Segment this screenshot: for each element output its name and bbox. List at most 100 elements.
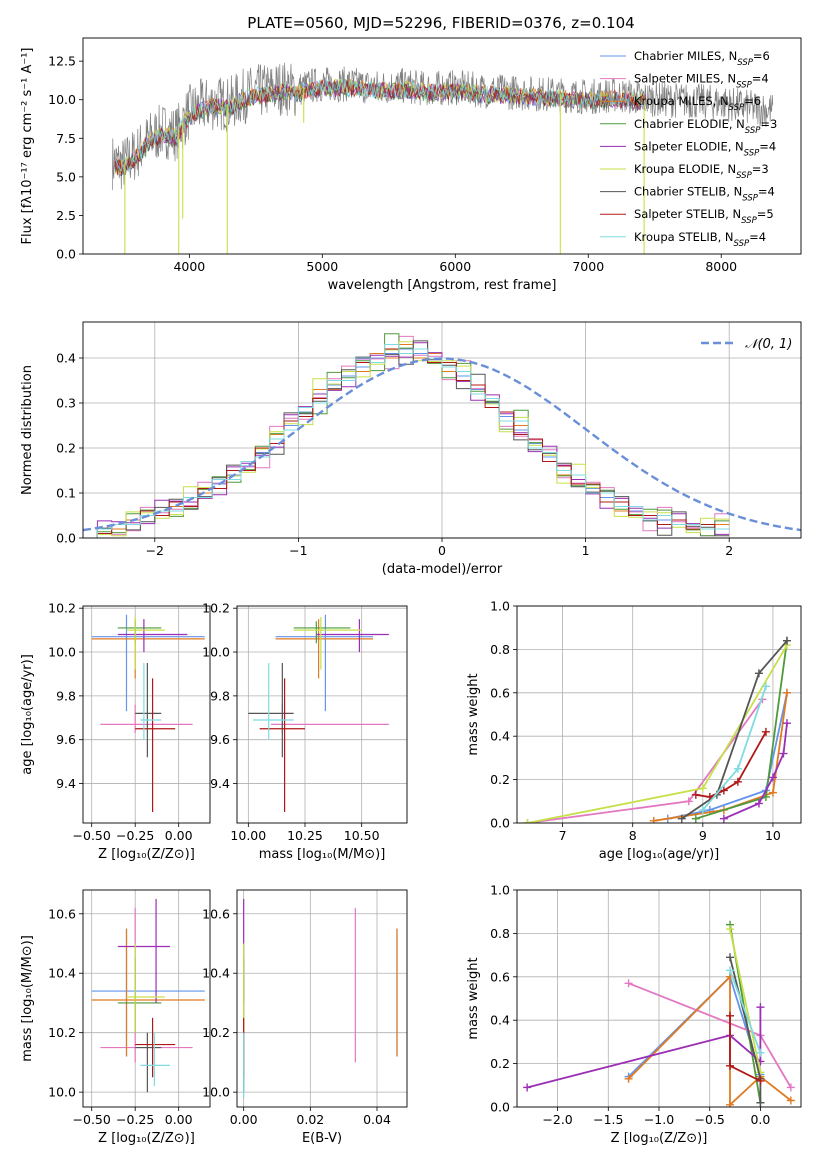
- mass-weight-vs-age-panel: 7 8 9 10 0.0 0.2 0.4 0.6 0.8 1.0 age [log₁₀(age/yr…: [466, 599, 802, 862]
- data-point-marker: [782, 688, 791, 697]
- y-tick-label: 10.0: [48, 645, 76, 660]
- plot-area: [523, 636, 791, 823]
- legend-entry: Salpeter ELODIE, NSSP=4: [634, 139, 776, 158]
- y-tick-label: 0.2: [56, 441, 76, 456]
- legend-subscript: SSP: [737, 58, 753, 68]
- data-point-marker: [726, 953, 734, 962]
- x-axis-label: age [log₁₀(age/yr)]: [599, 847, 720, 862]
- data-point-marker: [756, 1003, 765, 1012]
- axes-frame: [82, 605, 211, 824]
- x-tick-label: 5000: [306, 259, 338, 274]
- y-tick-label: 10.4: [202, 966, 230, 981]
- legend-entry: Salpeter STELIB, NSSP=5: [634, 207, 774, 226]
- mass-weight-line: [653, 692, 788, 822]
- data-point-marker: [677, 814, 686, 823]
- x-axis-label: Z [log₁₀(Z/Z⊙)]: [98, 847, 195, 862]
- y-tick-label: 10.4: [48, 966, 76, 981]
- y-tick-label: 10.2: [48, 1025, 76, 1040]
- age-vs-mass-panel: 10.00 10.25 10.50 9.4 9.6 9.8 10.0 10.2 mass [lo…: [202, 601, 408, 862]
- data-point-marker: [649, 816, 658, 823]
- figure-title: PLATE=0560, MJD=52296, FIBERID=0376, z=0…: [247, 14, 634, 32]
- y-tick-label: 2.5: [56, 208, 76, 223]
- y-tick-label: 9.4: [56, 776, 76, 791]
- data-point-marker: [756, 1098, 765, 1107]
- mass-weight-line: [667, 692, 788, 820]
- y-tick-label: 9.6: [56, 732, 76, 747]
- y-tick-label: 1.0: [490, 599, 510, 614]
- y-axis-label: mass weight: [466, 673, 481, 755]
- y-tick-label: 0.8: [490, 642, 510, 657]
- legend-subscript: SSP: [744, 148, 760, 158]
- axes-frame: [516, 605, 802, 824]
- x-axis-label: mass [log₁₀(M/M⊙)]: [259, 847, 386, 862]
- axes-frame: [82, 321, 802, 539]
- y-tick-label: 9.4: [210, 776, 230, 791]
- data-point-marker: [523, 1083, 532, 1092]
- y-tick-label: 0.6: [490, 685, 510, 700]
- x-tick-label: 2: [725, 543, 733, 558]
- data-point-marker: [726, 1011, 734, 1020]
- x-tick-label: −0.25: [116, 1112, 154, 1127]
- model-fit-line: [114, 79, 646, 176]
- legend-count: =4: [759, 139, 776, 153]
- mass-weight-vs-metallicity-panel: −2.0 −1.5 −1.0 −0.5 0.0 0.0 0.2 0.4 0.6 0.8 1.0 Z […: [466, 883, 802, 1146]
- x-tick-label: 8: [629, 828, 637, 843]
- legend-entry: Kroupa STELIB, NSSP=4: [634, 230, 766, 249]
- x-tick-label: 10.50: [344, 828, 380, 843]
- x-tick-label: −0.50: [73, 828, 111, 843]
- data-point-marker: [698, 805, 707, 814]
- y-tick-label: 0.4: [490, 729, 510, 744]
- y-tick-label: 10.0: [48, 92, 76, 107]
- y-tick-label: 0.3: [56, 396, 76, 411]
- y-axis-label: age [log₁₀(age/yr)]: [20, 654, 35, 775]
- data-point-marker: [719, 814, 728, 823]
- y-tick-label: 12.5: [48, 54, 76, 69]
- data-point-marker: [624, 1074, 633, 1083]
- plot-area: [91, 898, 205, 1093]
- legend-subscript: SSP: [734, 239, 750, 249]
- residual-histogram-panel: −2 −1 0 1 2 0.0 0.1 0.2 0.3 0.4 (data-model)/error…: [20, 321, 802, 577]
- legend-subscript: SSP: [742, 194, 758, 204]
- plot-area: [91, 614, 205, 813]
- legend-subscript: SSP: [741, 216, 757, 226]
- y-axis-label: mass [log₁₀(M/M⊙)]: [20, 935, 35, 1062]
- x-tick-label: 0.0: [750, 1112, 770, 1127]
- data-point-marker: [779, 749, 788, 758]
- y-tick-label: 0.0: [490, 816, 510, 831]
- legend-count: =4: [752, 72, 769, 86]
- y-axis-label: Flux [fλ10⁻¹⁷ erg cm⁻² s⁻¹ A⁻¹]: [20, 48, 35, 245]
- plot-area: [243, 898, 398, 1099]
- y-tick-label: 0.2: [490, 772, 510, 787]
- data-point-marker: [705, 792, 714, 801]
- y-tick-label: 1.0: [490, 883, 510, 898]
- age-vs-metallicity-panel: −0.50 −0.25 0.00 9.4 9.6 9.8 10.0 10.2 Z [log₁₀(…: [20, 601, 211, 862]
- histogram-step-line: [96, 335, 730, 538]
- x-tick-label: 0.00: [165, 1112, 193, 1127]
- plot-area: [248, 614, 389, 813]
- y-tick-label: 10.0: [202, 645, 230, 660]
- normal-curve: [83, 357, 801, 532]
- x-axis-label: Z [log₁₀(Z/Z⊙)]: [611, 1131, 708, 1146]
- legend-entry: Chabrier ELODIE, NSSP=3: [634, 117, 777, 136]
- mass-weight-line: [526, 1007, 762, 1089]
- x-tick-label: 4000: [173, 259, 205, 274]
- x-axis-label: Z [log₁₀(Z/Z⊙)]: [98, 1131, 195, 1146]
- data-point-marker: [754, 799, 763, 808]
- mass-weight-line: [729, 928, 762, 1073]
- data-point-marker: [726, 1100, 734, 1107]
- x-tick-label: 0.04: [363, 1112, 391, 1127]
- y-tick-label: 9.8: [210, 688, 230, 703]
- legend-entry: Chabrier STELIB, NSSP=4: [634, 185, 775, 204]
- legend-entry: Kroupa ELODIE, NSSP=3: [634, 162, 769, 181]
- spectrum-panel: 4000 5000 6000 7000 8000 0.0 2.5 5.0 7.5 10.0 12.5…: [20, 14, 802, 293]
- data-point-marker: [624, 979, 633, 988]
- y-tick-label: 10.2: [48, 601, 76, 616]
- model-fit-line: [114, 79, 646, 173]
- data-point-marker: [691, 814, 700, 823]
- x-axis-label: wavelength [Angstrom, rest frame]: [328, 278, 557, 293]
- y-tick-label: 10.2: [202, 601, 230, 616]
- y-tick-label: 0.8: [490, 926, 510, 941]
- y-tick-label: 10.6: [48, 906, 76, 921]
- y-tick-label: 10.2: [202, 1025, 230, 1040]
